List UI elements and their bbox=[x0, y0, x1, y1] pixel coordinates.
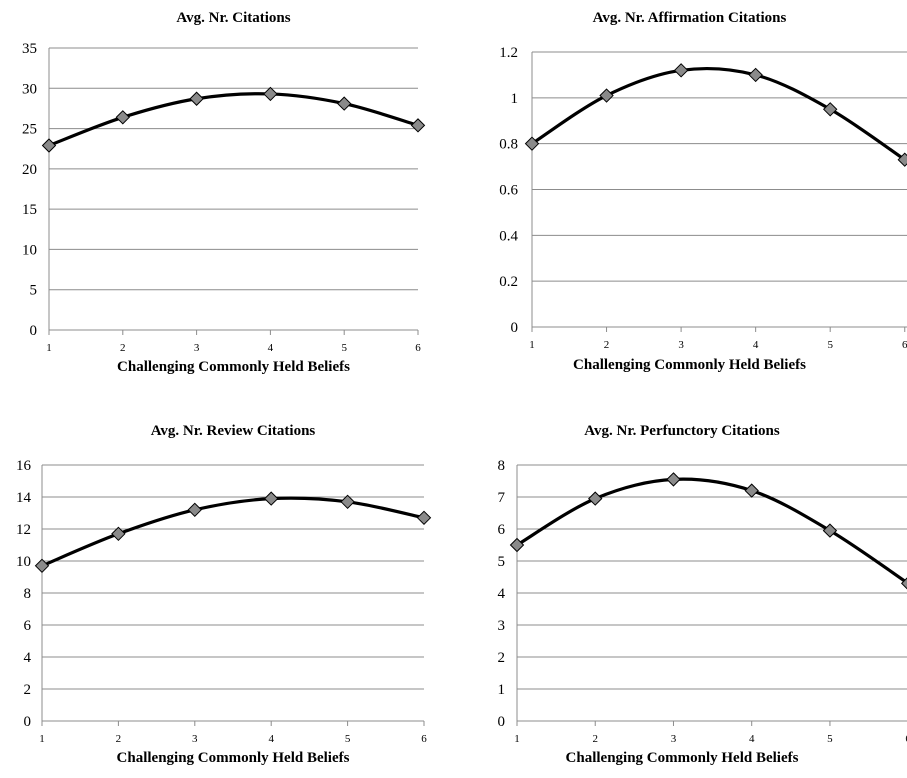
y-tick-label: 0 bbox=[30, 323, 38, 339]
data-point-marker bbox=[900, 577, 907, 590]
y-tick-label: 0.8 bbox=[499, 137, 518, 153]
y-tick-label: 0 bbox=[24, 714, 32, 730]
data-point-marker bbox=[897, 152, 907, 167]
x-tick-label: 3 bbox=[194, 342, 200, 354]
y-tick-label: 10 bbox=[16, 554, 31, 570]
chart-title: Avg. Nr. Perfunctory Citations bbox=[584, 423, 780, 439]
data-point-marker bbox=[115, 110, 131, 125]
x-tick-label: 3 bbox=[678, 339, 684, 351]
y-tick-label: 15 bbox=[22, 202, 37, 218]
y-tick-label: 4 bbox=[498, 586, 506, 602]
chart-panel-2: Avg. Nr. Affirmation Citations 0 0.2 0.4 0.6… bbox=[499, 10, 907, 373]
x-axis-label: Challenging Commonly Held Beliefs bbox=[566, 750, 799, 766]
data-point-marker bbox=[187, 502, 203, 518]
y-tick-label: 35 bbox=[22, 41, 37, 57]
x-tick-label: 4 bbox=[268, 342, 274, 354]
x-tick-label: 6 bbox=[421, 733, 427, 745]
x-tick-label: 1 bbox=[46, 342, 52, 354]
x-tick-label: 2 bbox=[604, 339, 610, 351]
x-tick-label: 6 bbox=[905, 733, 907, 745]
y-tick-label: 1 bbox=[511, 91, 519, 107]
x-tick-label: 5 bbox=[345, 733, 351, 745]
y-tick-label: 20 bbox=[22, 162, 37, 178]
data-point-marker bbox=[41, 138, 57, 153]
y-tick-label: 0 bbox=[498, 714, 506, 730]
x-tick-label: 2 bbox=[592, 733, 598, 745]
x-tick-label: 3 bbox=[671, 733, 677, 745]
data-point-marker bbox=[263, 491, 279, 506]
y-tick-label: 3 bbox=[498, 618, 506, 634]
y-tick-label: 14 bbox=[16, 490, 32, 506]
y-tick-label: 12 bbox=[16, 522, 31, 538]
data-point-marker bbox=[524, 136, 540, 151]
data-point-marker bbox=[599, 88, 614, 103]
y-tick-label: 16 bbox=[16, 458, 32, 474]
y-tick-label: 1 bbox=[498, 682, 506, 698]
y-tick-label: 8 bbox=[498, 458, 506, 474]
data-point-marker bbox=[588, 491, 603, 506]
y-tick-label: 6 bbox=[498, 522, 506, 538]
x-tick-label: 3 bbox=[192, 733, 198, 745]
x-tick-label: 1 bbox=[39, 733, 45, 745]
series-line bbox=[47, 92, 420, 148]
chart-title: Avg. Nr. Review Citations bbox=[151, 423, 316, 439]
chart-panel-1: Avg. Nr. Citations 0 5 10 15 20 25 30 35 1 2 3 4 5 6 Ch… bbox=[22, 10, 426, 375]
chart-panel-4: Avg. Nr. Perfunctory Citations0123456781… bbox=[498, 423, 907, 766]
y-tick-label: 6 bbox=[24, 618, 32, 634]
data-point-marker bbox=[822, 102, 838, 117]
chart-title: Avg. Nr. Citations bbox=[176, 10, 290, 26]
series-line bbox=[515, 477, 907, 585]
data-point-marker bbox=[744, 483, 759, 498]
series-line bbox=[530, 66, 907, 162]
x-axis-label: Challenging Commonly Held Beliefs bbox=[573, 357, 806, 373]
y-tick-label: 7 bbox=[498, 490, 506, 506]
x-tick-label: 2 bbox=[120, 342, 126, 354]
y-tick-label: 2 bbox=[498, 650, 506, 666]
x-tick-label: 6 bbox=[415, 342, 421, 354]
x-tick-label: 2 bbox=[116, 733, 122, 745]
chart-title: Avg. Nr. Affirmation Citations bbox=[593, 10, 787, 26]
y-tick-label: 0 bbox=[511, 320, 519, 336]
data-point-marker bbox=[410, 118, 426, 133]
x-tick-label: 5 bbox=[341, 342, 347, 354]
x-tick-label: 6 bbox=[902, 339, 907, 351]
x-tick-label: 4 bbox=[268, 733, 274, 745]
data-point-marker bbox=[822, 523, 838, 538]
x-tick-label: 1 bbox=[514, 733, 520, 745]
data-point-marker bbox=[509, 537, 525, 553]
y-tick-label: 5 bbox=[30, 283, 38, 299]
data-point-marker bbox=[336, 96, 352, 111]
x-tick-label: 4 bbox=[749, 733, 755, 745]
x-tick-label: 5 bbox=[827, 339, 833, 351]
data-point-marker bbox=[189, 91, 204, 106]
y-tick-label: 1.2 bbox=[499, 45, 518, 61]
x-tick-label: 1 bbox=[529, 339, 535, 351]
data-point-marker bbox=[111, 526, 126, 542]
y-tick-label: 5 bbox=[498, 554, 506, 570]
data-point-marker bbox=[340, 494, 355, 510]
y-tick-label: 0.2 bbox=[499, 274, 518, 290]
y-tick-label: 2 bbox=[24, 682, 32, 698]
y-tick-label: 8 bbox=[24, 586, 32, 602]
y-tick-label: 4 bbox=[24, 650, 32, 666]
data-point-marker bbox=[416, 510, 432, 526]
x-tick-label: 4 bbox=[753, 339, 759, 351]
y-tick-label: 0.6 bbox=[499, 183, 518, 199]
data-point-marker bbox=[673, 63, 689, 78]
data-point-marker bbox=[34, 558, 50, 574]
data-point-marker bbox=[666, 472, 681, 487]
y-tick-label: 0.4 bbox=[499, 228, 518, 244]
data-point-marker bbox=[748, 67, 763, 83]
x-axis-label: Challenging Commonly Held Beliefs bbox=[117, 359, 350, 375]
y-tick-label: 25 bbox=[22, 122, 37, 138]
x-tick-label: 5 bbox=[827, 733, 833, 745]
y-tick-label: 30 bbox=[22, 81, 37, 97]
data-point-marker bbox=[263, 86, 278, 102]
x-axis-label: Challenging Commonly Held Beliefs bbox=[117, 750, 350, 766]
y-tick-label: 10 bbox=[22, 242, 37, 258]
